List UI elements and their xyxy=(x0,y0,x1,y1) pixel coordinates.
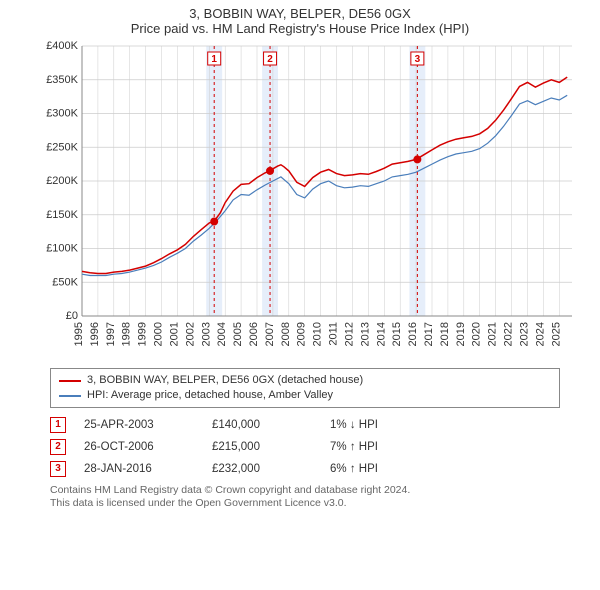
marker-dot xyxy=(413,155,421,163)
x-tick-label: 2011 xyxy=(328,322,340,346)
x-tick-label: 2013 xyxy=(359,322,371,346)
x-tick-label: 1998 xyxy=(121,322,133,346)
footer-attribution: Contains HM Land Registry data © Crown c… xyxy=(50,484,560,510)
x-tick-label: 2015 xyxy=(391,322,403,346)
x-tick-label: 1996 xyxy=(89,322,101,346)
sale-row: 1 25-APR-2003 £140,000 1% ↓ HPI xyxy=(50,414,560,436)
x-tick-label: 2010 xyxy=(312,322,324,346)
x-tick-label: 2012 xyxy=(343,322,355,346)
x-tick-label: 2023 xyxy=(518,322,530,346)
sale-price: £140,000 xyxy=(212,419,312,431)
x-tick-label: 1999 xyxy=(137,322,149,346)
x-tick-label: 2021 xyxy=(487,322,499,346)
x-tick-label: 2024 xyxy=(534,322,546,346)
x-tick-label: 2008 xyxy=(280,322,292,346)
footer-line2: This data is licensed under the Open Gov… xyxy=(50,497,560,510)
sale-date: 28-JAN-2016 xyxy=(84,463,194,475)
sale-price: £232,000 xyxy=(212,463,312,475)
series-price_paid xyxy=(82,77,567,273)
x-tick-label: 2001 xyxy=(168,322,180,346)
title-address: 3, BOBBIN WAY, BELPER, DE56 0GX xyxy=(0,0,600,21)
y-tick-label: £350K xyxy=(46,74,78,86)
marker-badge-text: 2 xyxy=(267,54,273,65)
x-tick-label: 2004 xyxy=(216,322,228,346)
x-tick-label: 2022 xyxy=(503,322,515,346)
sale-row: 3 28-JAN-2016 £232,000 6% ↑ HPI xyxy=(50,458,560,480)
x-tick-label: 2025 xyxy=(550,322,562,346)
marker-badge-text: 3 xyxy=(415,54,421,65)
y-tick-label: £300K xyxy=(46,108,78,120)
sale-delta: 6% ↑ HPI xyxy=(330,463,450,475)
sale-date: 26-OCT-2006 xyxy=(84,441,194,453)
x-tick-label: 2018 xyxy=(439,322,451,346)
marker-dot xyxy=(210,218,218,226)
sale-delta: 1% ↓ HPI xyxy=(330,419,450,431)
marker-dot xyxy=(266,167,274,175)
sale-marker-badge: 2 xyxy=(50,439,66,455)
x-tick-label: 2017 xyxy=(423,322,435,346)
sale-marker-badge: 3 xyxy=(50,461,66,477)
sale-row: 2 26-OCT-2006 £215,000 7% ↑ HPI xyxy=(50,436,560,458)
legend-swatch xyxy=(59,380,81,382)
chart-area: £0 £50K £100K £150K £200K £250K £300K £350K £400… xyxy=(40,40,590,360)
x-tick-label: 2020 xyxy=(471,322,483,346)
x-tick-label: 1995 xyxy=(73,322,85,346)
title-subtitle: Price paid vs. HM Land Registry's House … xyxy=(0,21,600,40)
x-tick-label: 2005 xyxy=(232,322,244,346)
x-tick-label: 1997 xyxy=(105,322,117,346)
x-tick-label: 2000 xyxy=(153,322,165,346)
x-tick-label: 2003 xyxy=(200,322,212,346)
y-tick-label: £150K xyxy=(46,209,78,221)
y-tick-label: £0 xyxy=(66,310,78,322)
y-tick-label: £100K xyxy=(46,243,78,255)
x-tick-label: 2019 xyxy=(455,322,467,346)
x-tick-label: 2007 xyxy=(264,322,276,346)
sale-marker-badge: 1 xyxy=(50,417,66,433)
sales-table: 1 25-APR-2003 £140,000 1% ↓ HPI 2 26-OCT-2006… xyxy=(50,414,560,480)
legend-item: HPI: Average price, detached house, Ambe… xyxy=(59,388,551,403)
legend-label: 3, BOBBIN WAY, BELPER, DE56 0GX (detache… xyxy=(87,373,363,388)
x-tick-label: 2016 xyxy=(407,322,419,346)
sale-price: £215,000 xyxy=(212,441,312,453)
sale-date: 25-APR-2003 xyxy=(84,419,194,431)
y-tick-label: £400K xyxy=(46,40,78,52)
x-tick-label: 2014 xyxy=(375,322,387,346)
y-tick-label: £50K xyxy=(52,276,78,288)
sale-delta: 7% ↑ HPI xyxy=(330,441,450,453)
legend-swatch xyxy=(59,395,81,397)
y-tick-label: £200K xyxy=(46,175,78,187)
marker-badge-text: 1 xyxy=(211,54,217,65)
x-tick-label: 2009 xyxy=(296,322,308,346)
footer-line1: Contains HM Land Registry data © Crown c… xyxy=(50,484,560,497)
y-tick-label: £250K xyxy=(46,141,78,153)
legend-item: 3, BOBBIN WAY, BELPER, DE56 0GX (detache… xyxy=(59,373,551,388)
legend: 3, BOBBIN WAY, BELPER, DE56 0GX (detache… xyxy=(50,368,560,408)
legend-label: HPI: Average price, detached house, Ambe… xyxy=(87,388,333,403)
x-tick-label: 2006 xyxy=(248,322,260,346)
x-tick-label: 2002 xyxy=(184,322,196,346)
line-chart: £0 £50K £100K £150K £200K £250K £300K £350K £400… xyxy=(40,40,580,360)
